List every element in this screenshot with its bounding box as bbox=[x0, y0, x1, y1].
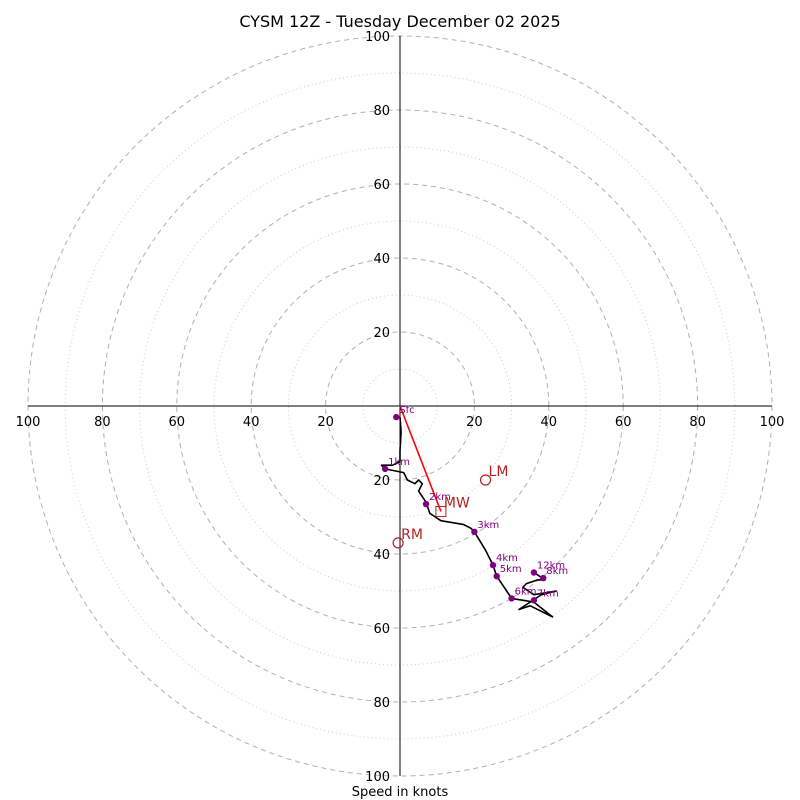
tick-label: 40 bbox=[243, 415, 260, 430]
height-marker-label: 8km bbox=[546, 566, 568, 577]
storm-motion-label: LM bbox=[489, 464, 509, 480]
storm-motion-marker bbox=[435, 505, 447, 517]
storm-motion-label: MW bbox=[444, 495, 470, 511]
height-marker-dot bbox=[393, 413, 400, 421]
height-marker-label: 5km bbox=[500, 564, 522, 575]
storm-motion-marker bbox=[479, 474, 492, 486]
height-marker-dot bbox=[381, 465, 389, 473]
height-marker-dot bbox=[508, 595, 515, 602]
x-axis-label: Speed in knots bbox=[352, 785, 449, 800]
tick-label: 80 bbox=[373, 104, 390, 119]
tick-label: 60 bbox=[373, 622, 390, 637]
tick-label: 80 bbox=[373, 696, 390, 711]
tick-label: 40 bbox=[373, 548, 390, 563]
tick-label: 60 bbox=[615, 415, 632, 430]
tick-label: 60 bbox=[169, 415, 186, 430]
height-marker-dot bbox=[471, 528, 478, 535]
tick-label: 20 bbox=[317, 415, 334, 430]
height-marker-dot bbox=[540, 574, 547, 582]
tick-labels: 20 40 60 80 100 20 40 60 80 100 20 40 60 80 100 20 40 60 8… bbox=[16, 30, 785, 785]
tick-label: 60 bbox=[373, 178, 390, 193]
storm-motion-marker bbox=[392, 537, 404, 549]
chart-title: CYSM 12Z - Tuesday December 02 2025 bbox=[239, 12, 560, 31]
tick-label: 40 bbox=[373, 252, 390, 267]
storm-motion-markers: LM MW RM bbox=[392, 464, 509, 549]
storm-motion-label: RM bbox=[401, 527, 423, 543]
tick-label: 100 bbox=[365, 770, 390, 785]
height-marker-dot bbox=[530, 569, 538, 576]
tick-label: 100 bbox=[760, 415, 785, 430]
tick-label: 100 bbox=[365, 30, 390, 45]
height-marker-label: 2km bbox=[429, 492, 451, 503]
height-marker-label: 4km bbox=[496, 553, 518, 564]
mean-wind-vector bbox=[399, 405, 442, 512]
tick-label: 20 bbox=[373, 326, 390, 341]
height-marker-label: 6km bbox=[515, 586, 537, 597]
height-marker-label: 1km bbox=[388, 457, 410, 468]
height-marker-label: 3km bbox=[477, 520, 499, 531]
tick-label: 100 bbox=[16, 415, 41, 430]
height-marker-dot bbox=[493, 573, 500, 580]
height-marker-dot bbox=[422, 500, 430, 508]
tick-label: 40 bbox=[541, 415, 558, 430]
height-marker-dot bbox=[530, 597, 538, 604]
tick-label: 80 bbox=[689, 415, 706, 430]
tick-label: 20 bbox=[373, 474, 390, 489]
height-marker-label: 7km bbox=[537, 588, 559, 599]
tick-label: 80 bbox=[94, 415, 111, 430]
tick-label: 20 bbox=[466, 415, 483, 430]
height-marker-label: 12km bbox=[537, 561, 565, 572]
height-marker-dot bbox=[489, 561, 497, 569]
height-marker-label: Sfc bbox=[399, 405, 414, 416]
